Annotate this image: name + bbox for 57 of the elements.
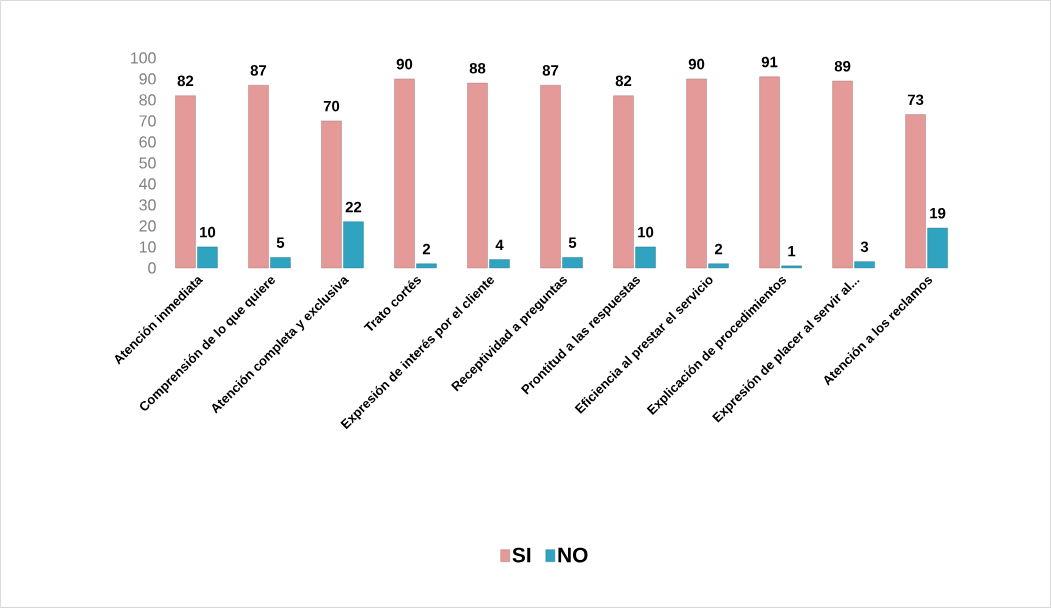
data-label: 3 xyxy=(860,241,869,253)
data-label: 1 xyxy=(788,246,796,257)
data-label: 2 xyxy=(714,243,723,255)
data-label: 90 xyxy=(688,58,705,70)
data-label: 2 xyxy=(422,243,431,255)
data-label: 22 xyxy=(345,201,362,213)
data-label: 10 xyxy=(638,226,654,238)
y-tick-label: 50 xyxy=(139,157,156,169)
data-label: 70 xyxy=(323,100,340,112)
y-tick-label: 20 xyxy=(139,220,156,232)
bar xyxy=(343,221,364,269)
data-label: 90 xyxy=(396,58,413,70)
bar xyxy=(905,114,926,269)
data-label: 87 xyxy=(250,65,267,76)
data-label: 89 xyxy=(834,60,851,72)
bar xyxy=(562,257,583,269)
bar xyxy=(467,82,488,269)
bar xyxy=(832,80,853,269)
bar xyxy=(540,85,561,269)
bar xyxy=(854,261,875,269)
bar xyxy=(686,78,707,269)
data-label: 82 xyxy=(615,75,632,87)
data-label: 19 xyxy=(930,207,946,219)
y-tick-label: 80 xyxy=(139,94,156,106)
bar xyxy=(781,265,802,269)
bar xyxy=(708,263,729,269)
legend-label: SI xyxy=(512,547,531,563)
bar xyxy=(759,76,780,269)
data-label: 5 xyxy=(276,237,285,248)
bar xyxy=(613,95,634,269)
legend-label: NO xyxy=(558,547,588,563)
bar xyxy=(197,246,218,269)
y-tick-label: 90 xyxy=(139,73,156,85)
y-tick-label: 100 xyxy=(131,52,156,64)
bar xyxy=(270,257,291,269)
y-tick-label: 0 xyxy=(148,262,156,274)
bar xyxy=(489,259,510,269)
data-label: 82 xyxy=(177,75,194,87)
data-label: 87 xyxy=(542,65,559,76)
bar xyxy=(927,227,948,269)
data-label: 10 xyxy=(200,226,216,238)
data-label: 4 xyxy=(495,239,504,251)
bar xyxy=(248,85,269,269)
y-tick-label: 60 xyxy=(139,136,156,148)
bar xyxy=(635,246,656,269)
bar xyxy=(394,78,415,269)
bar xyxy=(416,263,437,269)
y-tick-label: 30 xyxy=(139,199,156,211)
data-label: 73 xyxy=(907,94,924,106)
data-label: 91 xyxy=(761,56,778,68)
data-label: 88 xyxy=(469,63,486,74)
bar xyxy=(321,120,342,269)
y-tick-label: 10 xyxy=(139,241,156,253)
bar xyxy=(175,95,196,269)
data-label: 5 xyxy=(568,237,577,248)
y-tick-label: 70 xyxy=(139,115,156,127)
y-tick-label: 40 xyxy=(139,178,156,190)
